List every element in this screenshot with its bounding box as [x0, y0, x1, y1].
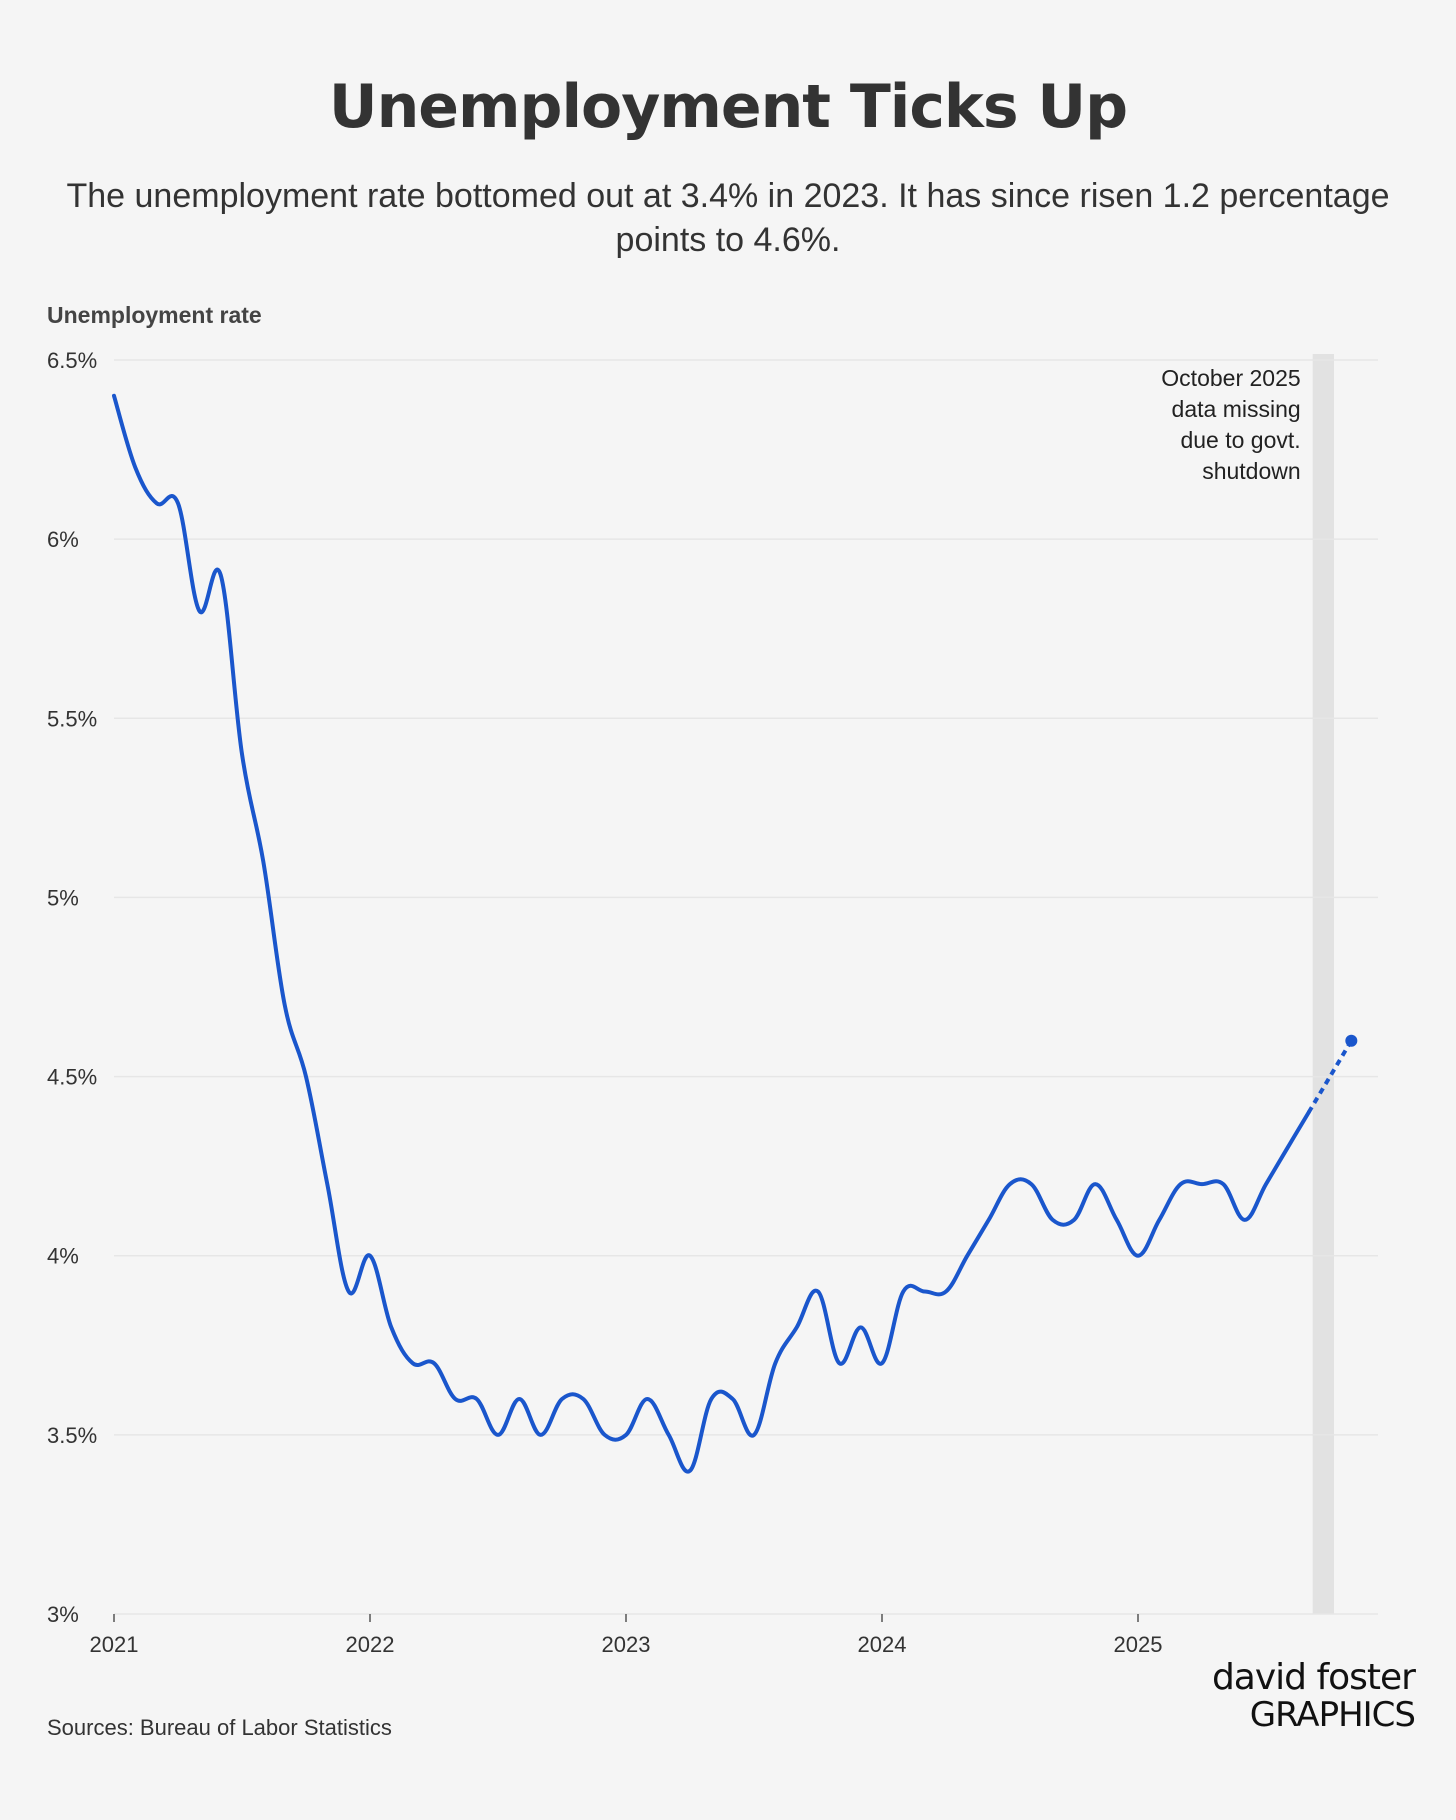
y-tick-label: 4.5% [47, 1065, 97, 1090]
series-line-unemployment [112, 393, 1311, 1474]
y-tick-label: 6% [47, 527, 79, 552]
x-tick-label: 2024 [858, 1632, 907, 1657]
y-tick-label: 5% [47, 885, 79, 910]
y-axis-label: Unemployment rate [47, 302, 262, 328]
source-note: Sources: Bureau of Labor Statistics [47, 1715, 392, 1740]
annotation-line: October 2025 [1161, 365, 1300, 391]
y-tick-label: 6.5% [47, 348, 97, 373]
annotation-line: data missing [1172, 396, 1301, 422]
logo-line1: david foster [1211, 1657, 1416, 1698]
x-tick-label: 2021 [90, 1632, 139, 1657]
y-tick-label: 5.5% [47, 706, 97, 731]
x-tick-label: 2022 [346, 1632, 395, 1657]
x-tick-label: 2023 [602, 1632, 651, 1657]
chart-title: Unemployment Ticks Up [328, 72, 1128, 142]
shutdown-highlight-band [1312, 354, 1334, 1614]
logo-line2: GRAPHICS [1249, 1695, 1416, 1735]
annotation-line: shutdown [1202, 458, 1300, 484]
y-tick-label: 4% [47, 1244, 79, 1269]
brand-logo: david foster GRAPHICS [1205, 1657, 1416, 1735]
chart-subtitle: The unemployment rate bottomed out at 3.… [66, 177, 1390, 259]
annotation-line: due to govt. [1180, 427, 1300, 453]
x-tick-label: 2025 [1114, 1632, 1163, 1657]
y-tick-label: 3% [47, 1602, 79, 1627]
y-tick-label: 3.5% [47, 1423, 97, 1448]
series-line-dashed-gap [1306, 1039, 1354, 1114]
last-data-point [1345, 1034, 1358, 1047]
